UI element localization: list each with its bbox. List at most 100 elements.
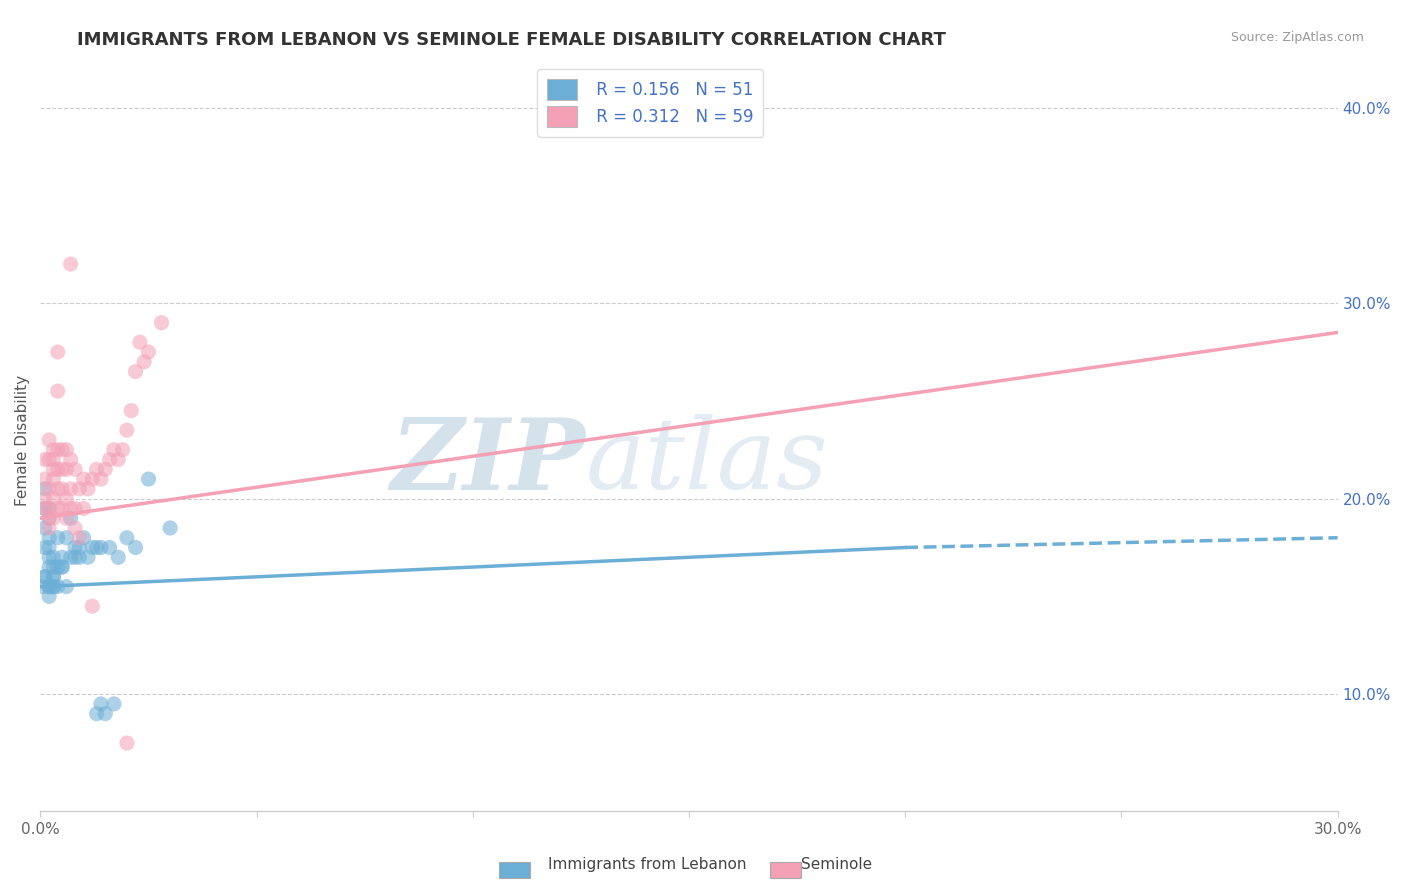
Point [63,521,86,535]
Point [86,706,108,721]
Point [63,541,86,555]
Point [73,531,96,545]
Point [90,472,112,486]
Point [59,511,82,525]
Point [67,482,90,496]
Point [38,531,60,545]
Point [98,541,121,555]
Point [90,541,112,555]
Point [51,560,73,574]
Point [34,491,56,506]
Point [42,511,65,525]
Point [38,501,60,516]
Point [42,442,65,457]
Point [42,491,65,506]
Point [86,541,108,555]
Point [34,570,56,584]
Point [38,580,60,594]
Point [124,541,146,555]
Point [128,335,150,350]
Point [63,462,86,476]
Point [42,570,65,584]
Point [67,550,90,565]
Y-axis label: Female Disability: Female Disability [15,375,30,506]
Point [67,541,90,555]
Legend:  R = 0.156   N = 51,  R = 0.312   N = 59: R = 0.156 N = 51, R = 0.312 N = 59 [537,70,763,136]
Point [55,442,77,457]
Point [107,452,129,467]
Text: atlas: atlas [585,415,828,510]
Point [38,560,60,574]
Point [46,462,69,476]
Point [38,482,60,496]
Point [73,472,96,486]
Point [82,541,104,555]
Point [59,452,82,467]
Point [82,599,104,614]
Point [42,472,65,486]
Point [34,501,56,516]
Point [67,531,90,545]
Point [34,541,56,555]
Point [90,697,112,711]
Point [55,491,77,506]
Point [94,706,117,721]
Point [38,541,60,555]
Point [55,511,77,525]
Point [86,462,108,476]
Text: Source: ZipAtlas.com: Source: ZipAtlas.com [1230,31,1364,45]
Point [46,560,69,574]
Point [34,501,56,516]
Point [63,550,86,565]
Point [38,521,60,535]
Point [111,442,134,457]
Point [42,462,65,476]
Point [46,482,69,496]
Point [124,365,146,379]
Point [42,580,65,594]
Point [51,560,73,574]
Point [59,550,82,565]
Text: IMMIGRANTS FROM LEBANON VS SEMINOLE FEMALE DISABILITY CORRELATION CHART: IMMIGRANTS FROM LEBANON VS SEMINOLE FEMA… [77,31,946,49]
Point [38,452,60,467]
Point [159,521,181,535]
Point [51,442,73,457]
Point [42,452,65,467]
Point [38,590,60,604]
Point [51,501,73,516]
Point [38,501,60,516]
Point [98,452,121,467]
Point [55,531,77,545]
Point [77,550,100,565]
Point [38,433,60,447]
Point [73,501,96,516]
Point [77,482,100,496]
Point [107,550,129,565]
Point [115,423,138,437]
Point [34,521,56,535]
Point [55,580,77,594]
Point [38,580,60,594]
Point [46,442,69,457]
Point [103,442,125,457]
Point [34,482,56,496]
Point [103,697,125,711]
Point [38,511,60,525]
Point [59,257,82,271]
Point [55,462,77,476]
Point [46,345,69,359]
Point [51,550,73,565]
Point [138,345,160,359]
Point [38,550,60,565]
Point [46,531,69,545]
Point [31,580,53,594]
Point [138,472,160,486]
Point [115,531,138,545]
Point [34,570,56,584]
Point [82,472,104,486]
Point [34,452,56,467]
Point [120,403,142,417]
Point [59,501,82,516]
Point [42,580,65,594]
Point [34,472,56,486]
